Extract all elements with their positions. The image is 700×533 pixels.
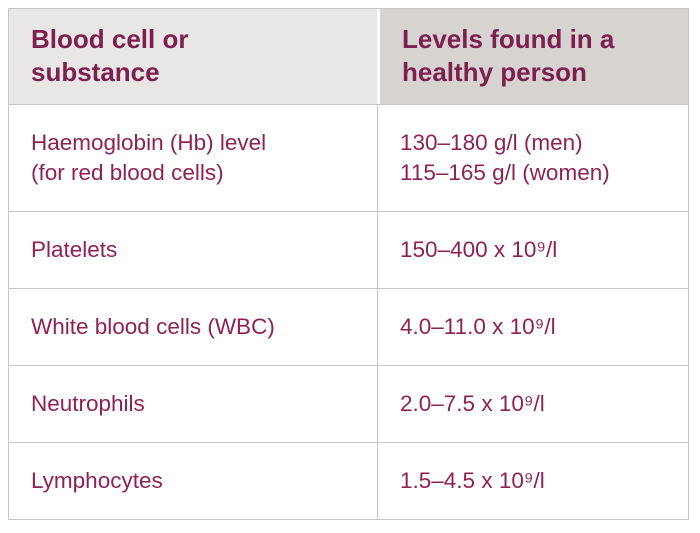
substance-line: Platelets — [31, 237, 118, 262]
table-row-white-blood-cells: White blood cells (WBC) 4.0–11.0 x 10⁹/l — [9, 288, 688, 365]
value-line: 1.5–4.5 x 10⁹/l — [400, 468, 545, 493]
value-line: 150–400 x 10⁹/l — [400, 237, 558, 262]
table-row-haemoglobin: Haemoglobin (Hb) level (for red blood ce… — [9, 104, 688, 211]
substance-line: Haemoglobin (Hb) level — [31, 130, 267, 155]
table-row-neutrophils: Neutrophils 2.0–7.5 x 10⁹/l — [9, 365, 688, 442]
value-cell: 4.0–11.0 x 10⁹/l — [377, 289, 688, 365]
header-cell-levels: Levels found in a healthy person — [377, 9, 688, 104]
table-row-lymphocytes: Lymphocytes 1.5–4.5 x 10⁹/l — [9, 442, 688, 519]
value-line: 115–165 g/l (women) — [400, 160, 610, 185]
table-row-platelets: Platelets 150–400 x 10⁹/l — [9, 211, 688, 288]
header-substance-label: Blood cell or substance — [31, 24, 189, 87]
substance-cell: Neutrophils — [9, 366, 377, 442]
value-cell: 1.5–4.5 x 10⁹/l — [377, 443, 688, 519]
blood-levels-table: Blood cell or substance Levels found in … — [8, 8, 689, 520]
substance-line: White blood cells (WBC) — [31, 314, 275, 339]
substance-line: (for red blood cells) — [31, 160, 224, 185]
header-levels-label: Levels found in a healthy person — [402, 24, 615, 87]
substance-line: Lymphocytes — [31, 468, 163, 493]
substance-cell: Platelets — [9, 212, 377, 288]
table-header-row: Blood cell or substance Levels found in … — [9, 9, 688, 104]
substance-line: Neutrophils — [31, 391, 145, 416]
value-cell: 130–180 g/l (men) 115–165 g/l (women) — [377, 105, 688, 211]
substance-cell: Lymphocytes — [9, 443, 377, 519]
value-line: 4.0–11.0 x 10⁹/l — [400, 314, 556, 339]
value-line: 130–180 g/l (men) — [400, 130, 583, 155]
value-cell: 2.0–7.5 x 10⁹/l — [377, 366, 688, 442]
header-cell-substance: Blood cell or substance — [9, 9, 377, 104]
value-line: 2.0–7.5 x 10⁹/l — [400, 391, 545, 416]
substance-cell: Haemoglobin (Hb) level (for red blood ce… — [9, 105, 377, 211]
substance-cell: White blood cells (WBC) — [9, 289, 377, 365]
value-cell: 150–400 x 10⁹/l — [377, 212, 688, 288]
